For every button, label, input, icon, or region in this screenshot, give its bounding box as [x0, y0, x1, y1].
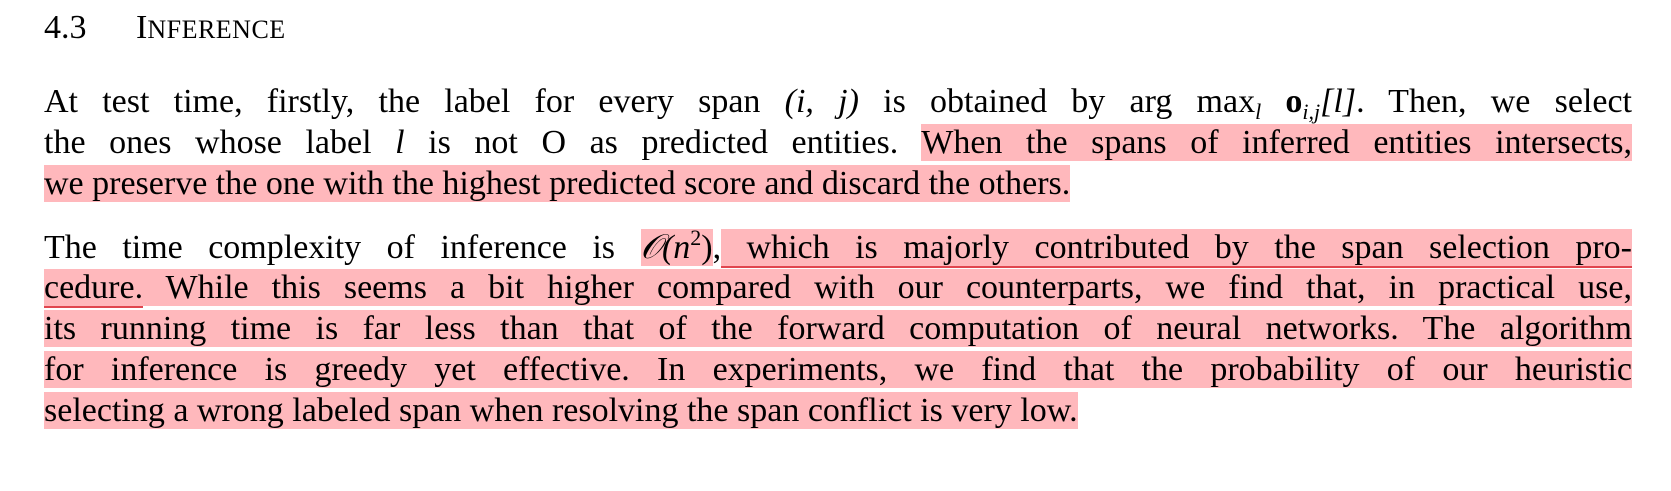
math-sub-l: l [1255, 99, 1262, 124]
highlighted-underlined-text[interactable]: cedure. [44, 269, 144, 308]
math-n: (n [661, 229, 691, 266]
math-o-bold: o [1285, 83, 1303, 120]
text-run: At test time, firstly, the label for eve… [44, 83, 785, 120]
section-title-rest: NFERENCE [147, 15, 286, 44]
math-l: l [395, 124, 405, 161]
para2-line-5: selecting a wrong labeled span when reso… [44, 389, 1632, 433]
text-run: the ones whose label [44, 124, 396, 161]
highlighted-text[interactable]: its running time is far less than that o… [44, 310, 1632, 347]
highlighted-text[interactable]: for inference is greedy yet effective. I… [44, 351, 1632, 388]
para1-line-2: the ones whose label l is not O as predi… [44, 121, 1632, 165]
text-run: , [712, 229, 722, 266]
math-paren: ) [701, 229, 713, 266]
para2-line-3: its running time is far less than that o… [44, 307, 1632, 351]
highlighted-text[interactable]: While this seems a bit higher compared w… [143, 269, 1632, 306]
para2-line-1: The time complexity of inference is 𝒪(n2… [44, 225, 1632, 269]
para2-line-4: for inference is greedy yet effective. I… [44, 348, 1632, 392]
text-run: The time complexity of inference is [44, 229, 641, 266]
text-run: is not O as predicted entities. [404, 124, 922, 161]
math-argmax: arg max [1129, 83, 1256, 120]
para1-line-3: we preserve the one with the highest pre… [44, 162, 1632, 206]
text-run: . Then, we select [1356, 83, 1633, 120]
highlighted-math-complexity[interactable]: 𝒪(n2) [640, 227, 713, 267]
math-sub-ij: i,j [1302, 99, 1321, 124]
highlighted-underlined-text[interactable]: which is majorly contributed by the span… [721, 229, 1632, 268]
highlighted-text[interactable]: When the spans of inferred entities inte… [921, 124, 1632, 161]
section-heading: 4.3 INFERENCE [44, 6, 286, 52]
math-big-o: 𝒪 [640, 227, 662, 267]
math-exponent: 2 [690, 225, 702, 250]
para1-line-1: At test time, firstly, the label for eve… [44, 80, 1632, 124]
section-number: 4.3 [44, 9, 87, 46]
highlighted-text[interactable]: selecting a wrong labeled span when reso… [44, 392, 1078, 429]
highlighted-text[interactable]: we preserve the one with the highest pre… [44, 165, 1071, 202]
math-index-l: [l] [1320, 83, 1357, 120]
section-title-initial: I [136, 9, 148, 46]
para2-line-2: cedure. While this seems a bit higher co… [44, 266, 1632, 310]
text-run: is obtained by [858, 83, 1130, 120]
math-span-ij: (i, j) [784, 83, 859, 120]
